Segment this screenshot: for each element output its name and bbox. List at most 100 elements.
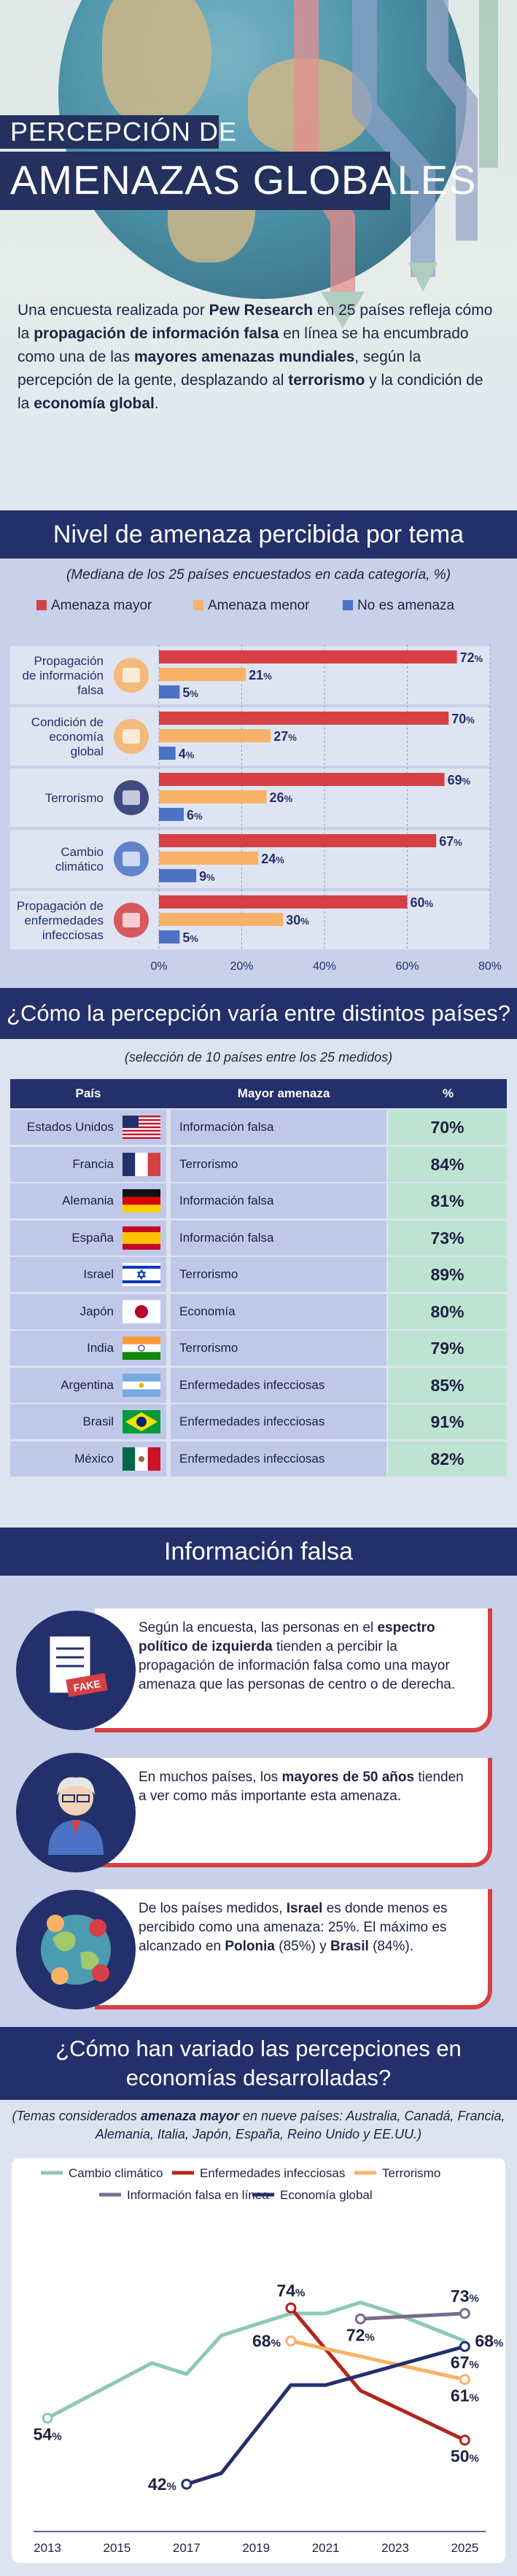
fake-info-section: Según la encuesta, las personas en el es…: [0, 1576, 517, 2027]
info-card: De los países medidos, Israel es donde m…: [95, 1889, 492, 2009]
threat-name: Terrorismo: [179, 1156, 238, 1171]
text-run: De los países medidos,: [139, 1901, 287, 1916]
series-line: [186, 2344, 466, 2486]
bar: [159, 913, 284, 926]
x-tick-label: 2023: [381, 2541, 409, 2555]
legend-swatch: [193, 600, 203, 610]
country-name: India: [87, 1341, 114, 1355]
table-row: India Terrorismo 79%: [10, 1331, 507, 1367]
column-header: País: [75, 1086, 101, 1100]
category-label: Terrorismo: [45, 791, 104, 805]
x-tick-label: 2017: [173, 2541, 201, 2555]
cell-bg: [171, 1293, 386, 1329]
bar: [159, 852, 259, 865]
cell-bg: [388, 1404, 507, 1439]
bar: [159, 650, 457, 664]
line-chart-subtitle: (Temas considerados amenaza mayor en nue…: [7, 2107, 510, 2144]
data-label: 68%: [475, 2332, 503, 2351]
bar: [159, 747, 176, 760]
text-run: es donde menos es percibido como una ame…: [139, 1901, 448, 1954]
title-background: [0, 115, 219, 149]
data-label: 74%: [276, 2281, 305, 2300]
data-point: [285, 2335, 297, 2347]
data-label: 42%: [148, 2475, 176, 2494]
data-point: [181, 2478, 193, 2490]
bar-value-label: 27%: [273, 729, 297, 744]
bar: [159, 729, 271, 742]
threat-percent: 91%: [430, 1412, 464, 1431]
jp-flag-icon: [123, 1299, 160, 1323]
bar-value-label: 5%: [182, 685, 198, 700]
text-run: propagación de información falsa: [34, 325, 279, 342]
cell-bg: [171, 1146, 386, 1182]
category-icon-detail: [123, 790, 140, 805]
text-run: , según la percepción de la gente, despl…: [18, 349, 421, 389]
category-label: Cambio: [61, 845, 104, 859]
cell-bg: [388, 1146, 507, 1182]
category-label: enfermedades: [24, 914, 104, 927]
legend-swatch: [36, 600, 47, 610]
x-tick-label: 0%: [150, 960, 167, 973]
in-flag-icon: [123, 1336, 160, 1360]
threat-bar-chart-section: (Mediana de los 25 países encuestados en…: [0, 559, 517, 988]
table-subtitle: (selección de 10 países entre los 25 med…: [124, 1050, 393, 1065]
text-run: Brasil: [330, 1939, 369, 1954]
data-label: 72%: [346, 2325, 375, 2344]
heading-line2: economías desarrolladas?: [125, 2065, 392, 2090]
cell-bg: [388, 1220, 507, 1256]
text-run: En muchos países, los: [139, 1770, 282, 1785]
data-point: [42, 2412, 53, 2424]
legend-swatch: [343, 600, 353, 610]
cell-bg: [388, 1331, 507, 1366]
bar: [159, 668, 246, 681]
x-tick-label: 20%: [230, 960, 253, 973]
category-label: global: [71, 744, 104, 758]
us-flag-icon: [123, 1116, 160, 1139]
text-run: .: [154, 395, 159, 412]
x-tick-label: 2025: [451, 2541, 478, 2555]
text-run: economía global: [34, 395, 155, 412]
country-name: Argentina: [61, 1377, 114, 1392]
cell-bg: [171, 1367, 386, 1403]
table-row: España Información falsa 73%: [10, 1220, 507, 1257]
bar-value-label: 30%: [286, 913, 309, 927]
threat-name: Economía: [179, 1304, 236, 1318]
legend-label: Terrorismo: [382, 2166, 440, 2180]
bar-value-label: 4%: [179, 747, 195, 761]
category-label: Propagación de: [17, 899, 104, 913]
bar-value-label: 69%: [448, 773, 471, 787]
country-name: Brasil: [82, 1415, 114, 1428]
country-name: España: [71, 1230, 114, 1245]
bar-value-label: 70%: [451, 712, 475, 726]
fr-flag-icon: [123, 1152, 160, 1176]
table-row: Brasil Enfermedades infecciosas 91%: [10, 1404, 507, 1441]
legend-label: Economía global: [280, 2188, 373, 2202]
section-heading-fake-info: Información falsa: [0, 1528, 517, 1576]
page-title-line2: AMENAZAS GLOBALES: [10, 157, 477, 203]
text-run: mayores de 50 años: [281, 1770, 415, 1785]
bar: [159, 712, 449, 725]
threat-name: Información falsa: [179, 1120, 274, 1134]
threat-name: Enfermedades infecciosas: [179, 1377, 325, 1392]
x-tick-label: 2013: [34, 2541, 61, 2555]
x-tick-label: 2019: [242, 2541, 270, 2555]
il-flag-icon: [123, 1263, 160, 1286]
section-heading-trends: ¿Cómo han variado las percepciones en ec…: [0, 2027, 517, 2100]
info-icon-circle: [16, 1753, 136, 1872]
bar-value-label: 60%: [411, 895, 434, 910]
cell-bg: [171, 1331, 386, 1366]
series-line: [290, 2339, 465, 2382]
category-label: economía: [49, 730, 104, 744]
info-card-text: Según la encuesta, las personas en el es…: [139, 1619, 473, 1694]
cell-bg: [171, 1257, 386, 1292]
bar: [159, 773, 445, 786]
text-run: Israel: [286, 1901, 323, 1916]
country-name: Estados Unidos: [26, 1120, 114, 1134]
legend-item: Amenaza menor: [193, 598, 309, 614]
category-icon-detail: [123, 668, 140, 682]
threat-percent: 82%: [430, 1449, 464, 1468]
cell-bg: [388, 1110, 507, 1145]
category-label: falsa: [77, 683, 104, 697]
text-run: mayores amenazas mundiales: [133, 349, 355, 365]
